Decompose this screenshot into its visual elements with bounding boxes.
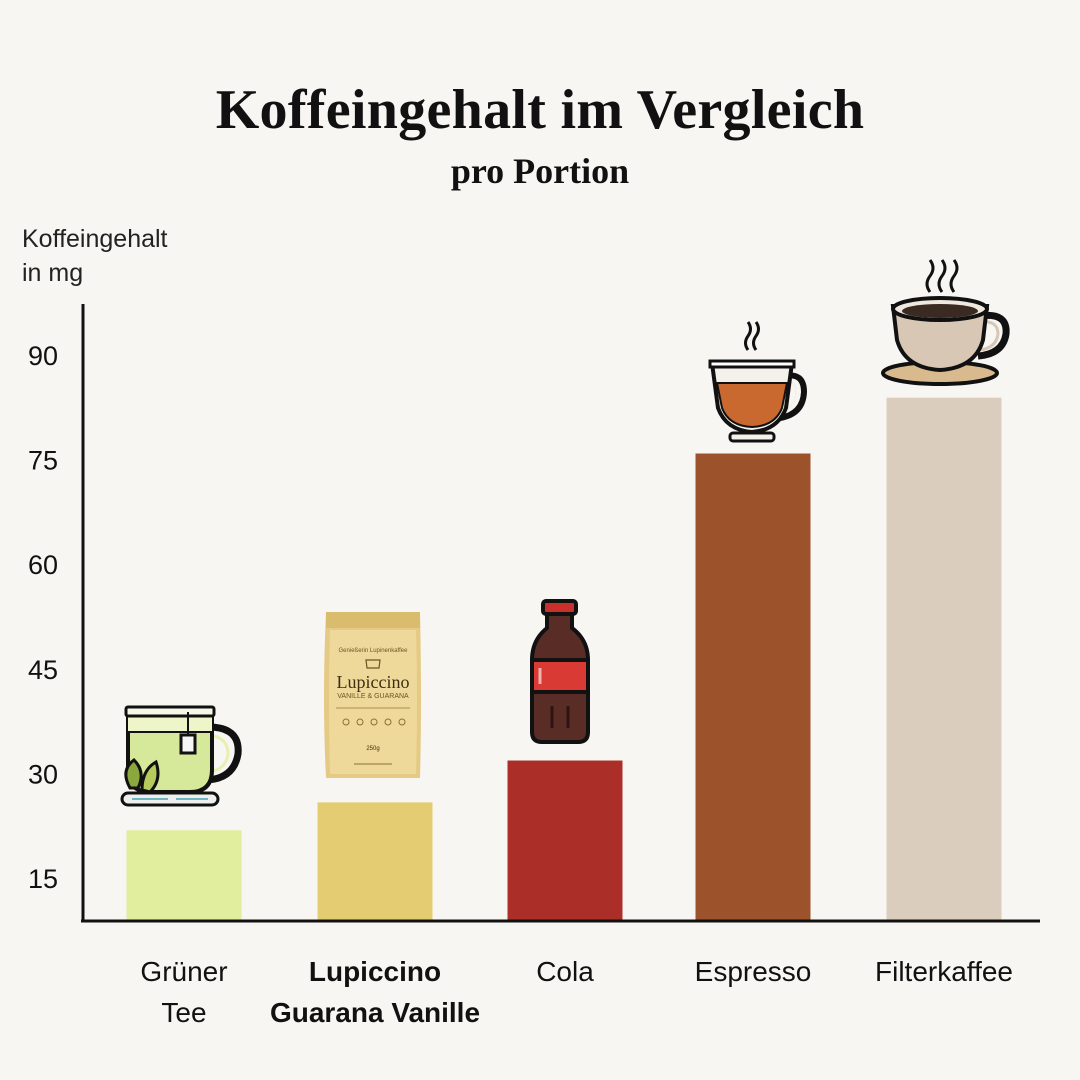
package-brand-text: Genießerin Lupinenkaffee [339,648,409,654]
x-category-label-2: Cola [536,956,594,987]
y-axis-label-line-1: Koffeingehalt [22,225,168,253]
y-tick-label-3: 60 [28,550,58,580]
y-tick-label-2: 45 [28,655,58,685]
bar-1 [317,802,433,921]
y-tick-label-1: 30 [28,759,58,789]
x-category-label-3: Espresso [695,956,812,987]
chart-subtitle: pro Portion [450,151,630,191]
y-tick-label-4: 75 [28,445,58,475]
bar-3 [695,453,811,921]
package-name-text: Lupiccino [337,672,410,692]
espresso-cup-icon [708,321,808,443]
y-tick-label-5: 90 [28,341,58,371]
package-variant-text: VANILLE & GUARANA [337,693,409,700]
lupiccino-package-icon: Genießerin Lupinenkaffee Lupiccino VANIL… [324,612,421,778]
chart-title: Koffeingehalt im Vergleich [215,79,865,141]
y-axis-label: Koffeingehalt in mg [22,222,168,290]
y-tick-label-0: 15 [28,864,58,894]
x-category-label-1: Lupiccino Guarana Vanille [270,956,480,1028]
package-weight-text: 250g [366,746,379,752]
bar-4 [886,397,1002,921]
bar-0 [126,830,242,921]
filter-coffee-cup-icon [881,259,1010,386]
bar-2 [507,760,623,921]
x-category-label-4: Filterkaffee [875,956,1013,987]
x-category-label-0: Grüner Tee [140,956,227,1028]
y-axis-label-line-2: in mg [22,259,84,287]
green-tea-cup-icon [120,705,242,807]
cola-bottle-icon [530,599,590,744]
